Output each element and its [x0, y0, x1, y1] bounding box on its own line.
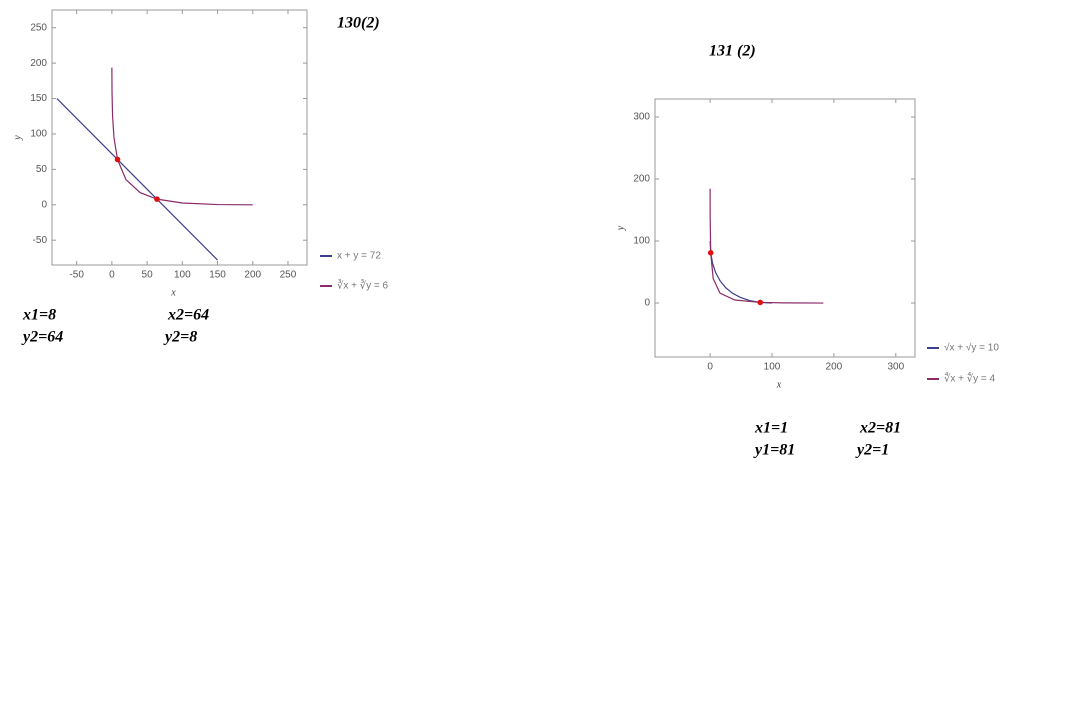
y-axis-label: y	[615, 225, 626, 231]
x-tick-label: 100	[174, 270, 191, 281]
y-tick-label: 200	[633, 174, 650, 185]
y-tick-label: 0	[644, 298, 650, 309]
plot-frame	[51, 9, 308, 266]
annotation: x2=81	[859, 420, 901, 437]
intersection-point	[114, 156, 121, 163]
x-axis-label: x	[170, 287, 176, 298]
intersection-point	[757, 299, 764, 306]
annotation: x1=8	[22, 307, 56, 324]
y-tick-label: 250	[30, 22, 47, 33]
y-tick-label: 100	[633, 236, 650, 247]
x-tick-label: 300	[887, 362, 904, 373]
x-tick-label: 200	[826, 362, 843, 373]
x-tick-label: 250	[280, 270, 297, 281]
x-tick-label: 0	[707, 362, 713, 373]
annotation: y2=64	[21, 329, 63, 346]
chart-title: 130(2)	[337, 15, 380, 32]
x-tick-label: 200	[244, 270, 261, 281]
curve	[709, 188, 824, 304]
x-tick-label: 0	[109, 270, 115, 281]
annotation: x2=64	[167, 307, 209, 324]
x-tick-label: 150	[209, 270, 226, 281]
legend-label: x + y = 72	[337, 251, 381, 262]
chart-title: 131 (2)	[709, 43, 756, 60]
intersection-point	[154, 196, 160, 202]
y-tick-label: 300	[633, 112, 650, 123]
x-tick-label: -50	[69, 270, 84, 281]
x-axis-label: x	[776, 379, 782, 390]
y-axis-label: y	[12, 135, 23, 141]
annotation: x1=1	[754, 420, 788, 437]
legend-label: √x + √y = 10	[944, 342, 999, 354]
y-tick-label: 0	[41, 199, 47, 210]
annotation: y2=1	[855, 442, 889, 459]
intersection-point	[707, 250, 714, 256]
curve	[111, 67, 253, 206]
y-tick-label: 50	[36, 164, 48, 175]
x-tick-label: 50	[142, 270, 154, 281]
curve	[56, 98, 218, 261]
annotation: y1=81	[753, 442, 795, 459]
legend-label: ∜x + ∜y = 4	[944, 373, 996, 385]
annotation: y2=8	[163, 329, 197, 346]
x-tick-label: 100	[764, 362, 781, 373]
y-tick-label: 200	[30, 58, 47, 69]
y-tick-label: -50	[33, 235, 48, 246]
y-tick-label: 150	[30, 93, 47, 104]
y-tick-label: 100	[30, 129, 47, 140]
plot-frame	[654, 98, 916, 358]
legend-label: ∛x + ∛y = 6	[337, 280, 389, 292]
